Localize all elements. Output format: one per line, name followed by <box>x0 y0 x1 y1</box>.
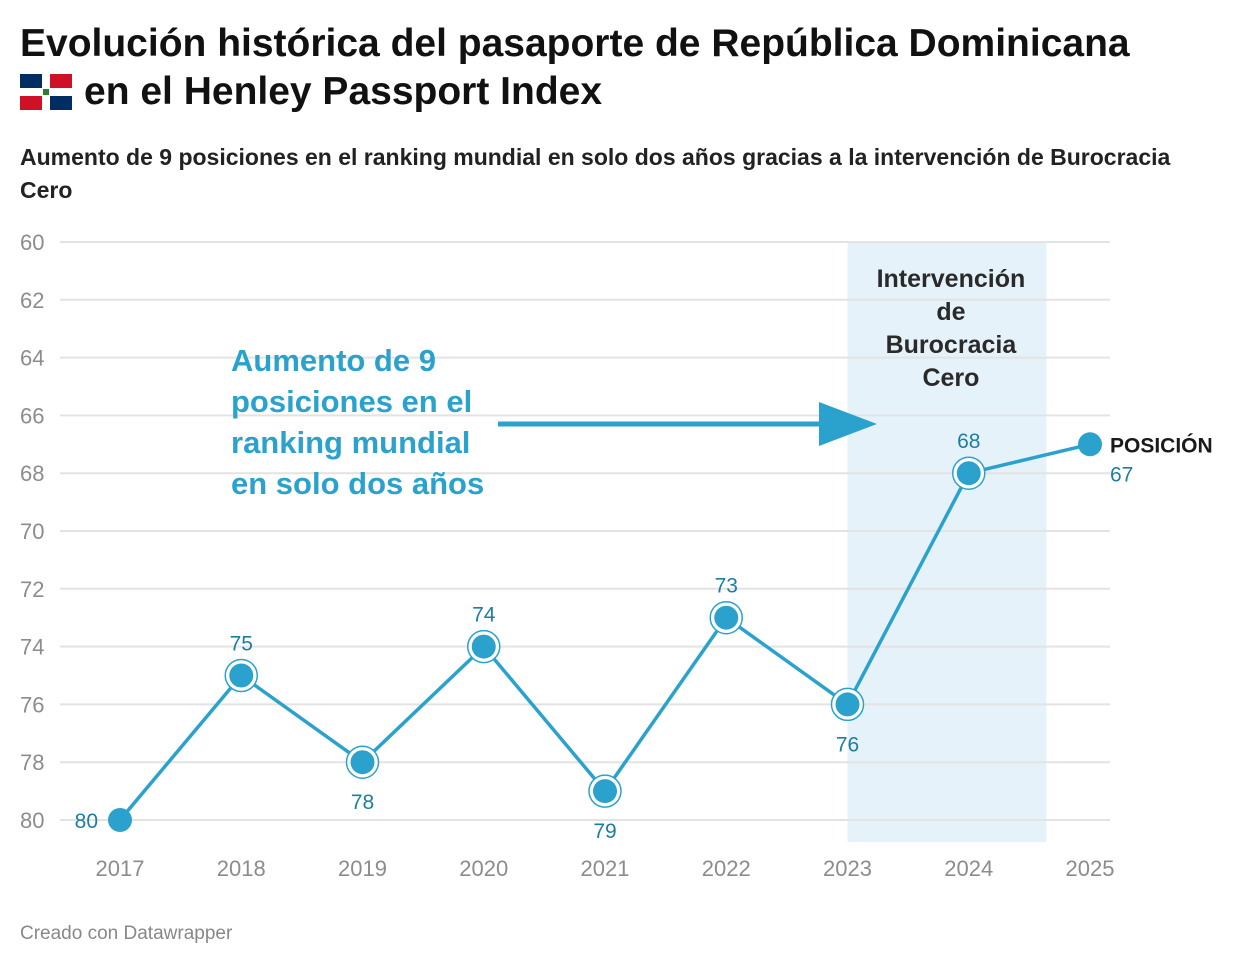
data-label: 68 <box>957 430 980 453</box>
data-label: 75 <box>230 633 253 656</box>
data-label: 76 <box>836 733 859 756</box>
data-label: 73 <box>715 575 738 598</box>
x-tick-label: 2017 <box>96 856 145 881</box>
y-tick-label: 76 <box>20 692 44 717</box>
y-tick-label: 66 <box>20 403 44 428</box>
data-point <box>350 750 375 775</box>
x-tick-label: 2019 <box>338 856 387 881</box>
band-label-line: Burocracia <box>886 331 1018 359</box>
x-tick-label: 2025 <box>1066 856 1115 881</box>
data-label: 79 <box>593 820 616 843</box>
x-tick-label: 2024 <box>944 856 993 881</box>
data-label: 67 <box>1110 463 1133 486</box>
data-label: 80 <box>75 810 98 833</box>
y-tick-label: 72 <box>20 577 44 602</box>
band-label-line: Cero <box>922 364 979 392</box>
series-name-label: POSICIÓN <box>1110 433 1213 457</box>
annotation-line: posiciones en el <box>231 384 472 419</box>
data-point <box>1078 432 1102 457</box>
x-tick-label: 2021 <box>581 856 630 881</box>
data-point <box>471 634 496 659</box>
band-label-line: Intervención <box>877 265 1026 293</box>
data-point <box>714 605 739 630</box>
data-label: 78 <box>351 791 374 814</box>
title-line-2: en el Henley Passport Index <box>84 70 603 113</box>
title-line-1: Evolución histórica del pasaporte de Rep… <box>20 22 1130 65</box>
band-label-line: de <box>936 298 965 326</box>
y-tick-label: 70 <box>20 519 44 544</box>
y-tick-label: 80 <box>20 808 44 833</box>
data-point <box>956 461 981 486</box>
y-tick-label: 74 <box>20 635 44 660</box>
annotation-line: en solo dos años <box>231 466 484 501</box>
y-tick-label: 60 <box>20 230 44 255</box>
highlight-band <box>847 242 1047 842</box>
x-tick-label: 2022 <box>702 856 751 881</box>
chart-subtitle: Aumento de 9 posiciones en el ranking mu… <box>20 144 1171 203</box>
y-tick-label: 64 <box>20 346 44 371</box>
chart-title: Evolución histórica del pasaporte de Rep… <box>20 20 1220 116</box>
annotation-line: Aumento de 9 <box>231 343 436 378</box>
data-point <box>229 663 254 688</box>
dominican-flag-icon <box>20 74 72 110</box>
data-point <box>108 808 132 832</box>
annotation-line: ranking mundial <box>231 425 470 460</box>
x-tick-label: 2018 <box>217 856 266 881</box>
data-point <box>593 779 617 804</box>
y-tick-label: 68 <box>20 461 44 486</box>
data-point <box>835 692 860 717</box>
annotation-arrow-head <box>819 402 877 446</box>
credit-text: Creado con Datawrapper <box>20 923 233 944</box>
data-label: 74 <box>472 604 496 627</box>
y-tick-label: 62 <box>20 288 44 313</box>
x-tick-label: 2023 <box>823 856 872 881</box>
y-tick-label: 78 <box>20 750 44 775</box>
x-tick-label: 2020 <box>459 856 508 881</box>
